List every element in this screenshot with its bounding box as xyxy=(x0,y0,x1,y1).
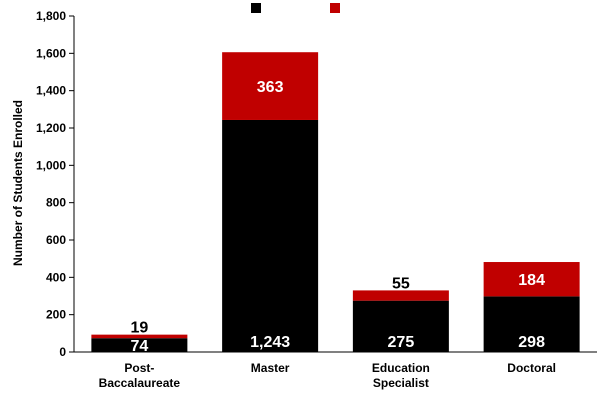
x-axis-labels: Post-Baccalaureate Master EducationSpecial… xyxy=(99,361,556,390)
bar-segment-red xyxy=(222,52,319,120)
bar-segment-black xyxy=(222,119,319,353)
y-tick-label: 1,400 xyxy=(36,84,66,98)
y-tick-label: 0 xyxy=(59,345,66,359)
data-label: 74 xyxy=(130,338,148,355)
y-tick-label: 1,800 xyxy=(36,9,66,23)
y-axis-title: Number of Students Enrolled xyxy=(11,100,25,266)
y-tick-label: 1,600 xyxy=(36,46,66,60)
data-label: 298 xyxy=(518,334,545,351)
bar-segment-black xyxy=(483,296,580,352)
bar-segment-red xyxy=(352,290,449,301)
legend xyxy=(251,3,340,13)
y-tick-label: 200 xyxy=(46,308,66,322)
bars xyxy=(91,52,580,353)
x-tick-label: Education xyxy=(372,361,430,375)
x-tick-label: Baccalaureate xyxy=(99,376,181,390)
data-label: 55 xyxy=(392,275,410,292)
bar-segment-red xyxy=(91,334,188,339)
bar-segment-black xyxy=(91,338,188,352)
y-tick-label: 1,000 xyxy=(36,158,66,172)
y-axis-ticks: 0 200 400 600 800 1,000 1,200 1,400 1,600 1,800 xyxy=(36,9,74,359)
bar-segment-black xyxy=(352,300,449,352)
legend-swatch-black xyxy=(251,3,261,13)
data-label: 19 xyxy=(130,320,148,337)
data-label: 184 xyxy=(518,272,545,289)
data-label: 275 xyxy=(388,334,415,351)
y-tick-label: 800 xyxy=(46,196,66,210)
data-label: 363 xyxy=(257,79,284,96)
y-tick-label: 600 xyxy=(46,233,66,247)
x-tick-label: Post- xyxy=(124,361,154,375)
bar-segment-red xyxy=(483,262,580,297)
x-tick-label: Master xyxy=(251,361,290,375)
data-label: 1,243 xyxy=(250,334,290,351)
x-tick-label: Doctoral xyxy=(507,361,556,375)
legend-swatch-red xyxy=(330,3,340,13)
x-tick-label: Specialist xyxy=(373,376,429,390)
y-tick-label: 400 xyxy=(46,270,66,284)
y-tick-label: 1,200 xyxy=(36,121,66,135)
